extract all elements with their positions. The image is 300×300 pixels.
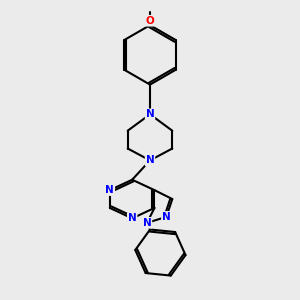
Text: O: O: [146, 16, 154, 26]
Text: N: N: [143, 218, 152, 228]
Text: N: N: [106, 185, 114, 195]
Text: N: N: [146, 155, 154, 165]
Text: N: N: [162, 212, 171, 222]
Text: N: N: [146, 109, 154, 119]
Text: N: N: [128, 213, 136, 224]
